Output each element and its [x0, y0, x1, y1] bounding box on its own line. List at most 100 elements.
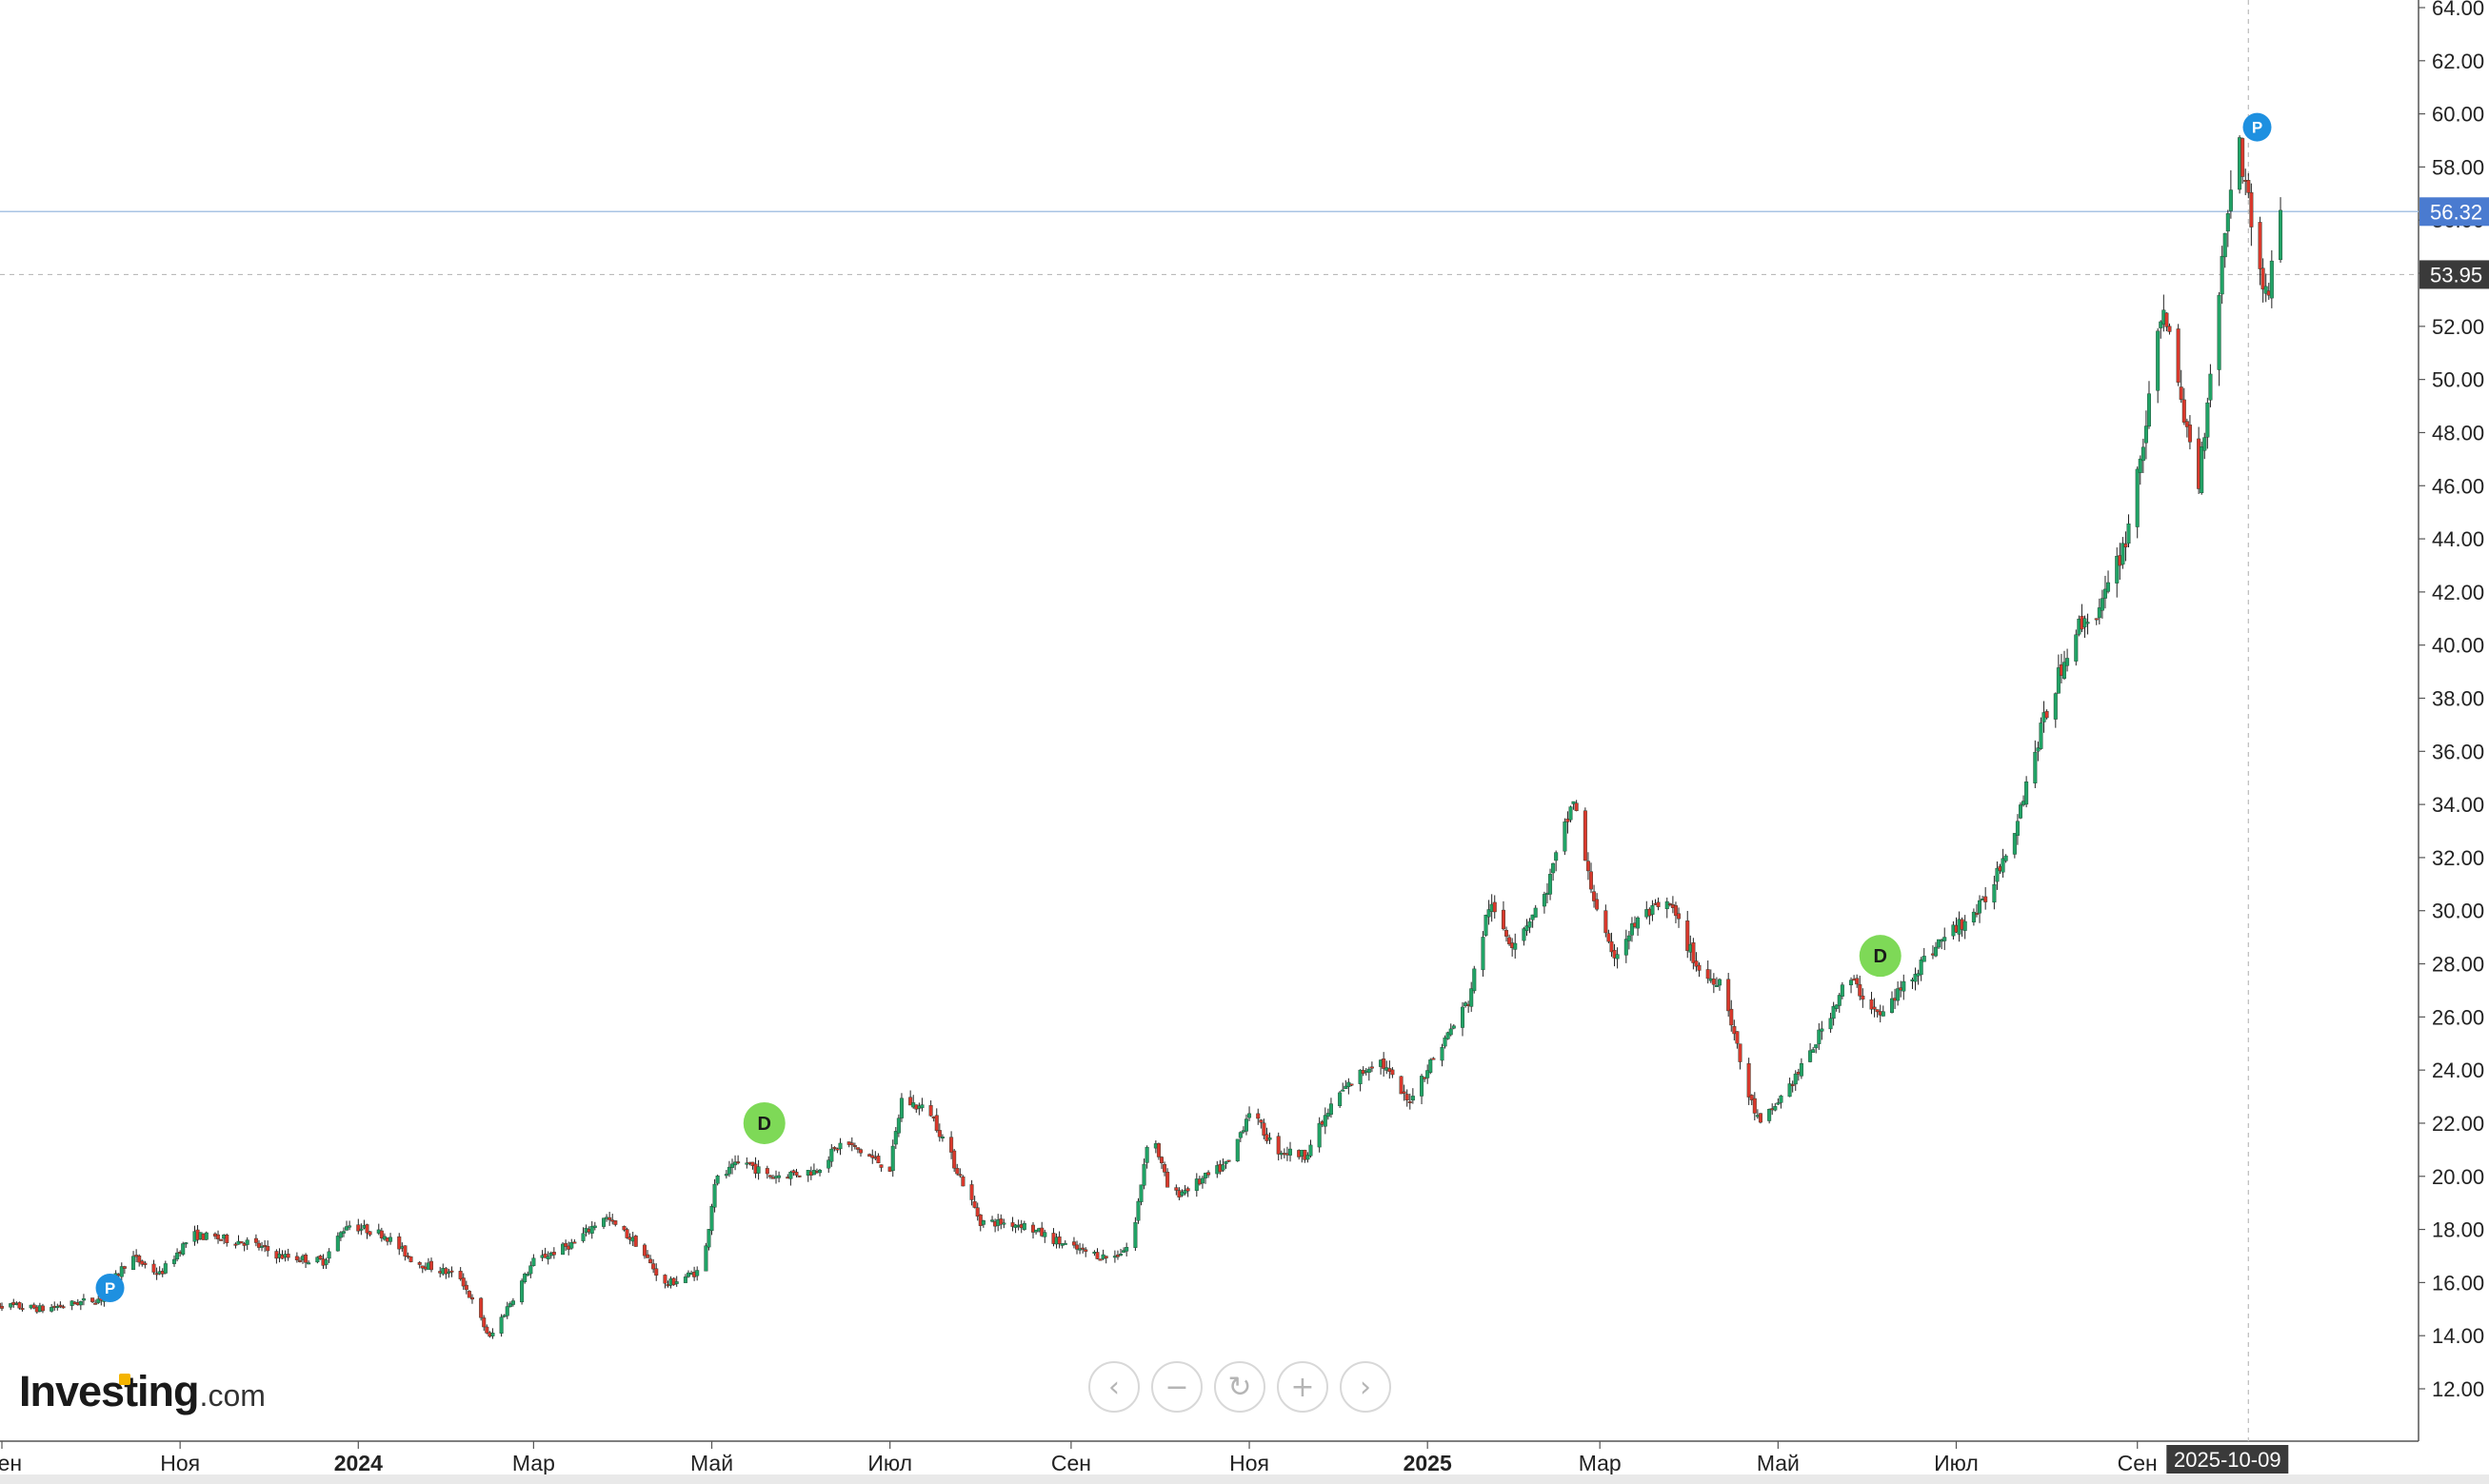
candle — [1346, 1078, 1351, 1095]
candle — [683, 1274, 687, 1283]
candle-body — [1626, 935, 1631, 941]
candle-body — [794, 1171, 799, 1176]
bottom-scrollbar-track[interactable] — [0, 1474, 2489, 1484]
candle — [239, 1241, 244, 1244]
candle-body — [40, 1305, 45, 1312]
candle-body — [1022, 1223, 1026, 1230]
candle-body — [1358, 1069, 1363, 1084]
candle — [1869, 991, 1874, 1015]
candle-body — [359, 1228, 364, 1231]
candle-body — [2106, 582, 2111, 592]
candle — [356, 1218, 361, 1235]
candle — [1428, 1058, 1433, 1075]
candle-body — [928, 1105, 933, 1117]
candle-body — [1057, 1237, 1062, 1244]
x-tick-label: Сен — [0, 1451, 22, 1475]
candle — [1305, 1152, 1310, 1163]
candle — [1145, 1145, 1149, 1169]
candle — [1858, 976, 1862, 1000]
candle — [990, 1216, 995, 1223]
candle-body — [502, 1315, 507, 1317]
y-tick-label: 20.00 — [2432, 1165, 2484, 1189]
candle — [256, 1239, 261, 1251]
dividend-marker[interactable]: D — [1859, 935, 1902, 978]
candle-body — [122, 1266, 127, 1269]
scroll-right-button[interactable]: › — [1340, 1361, 1391, 1413]
candle-body — [999, 1218, 1004, 1225]
candle — [2135, 466, 2140, 539]
candle — [777, 1171, 782, 1183]
candle — [1492, 895, 1497, 920]
candle-body — [2164, 312, 2169, 327]
candle-body — [1834, 1004, 1839, 1009]
candle-body — [365, 1224, 369, 1234]
candle-body — [1238, 1132, 1243, 1138]
candle — [2123, 531, 2128, 562]
candle-body — [899, 1098, 904, 1118]
candle-body — [528, 1265, 533, 1275]
candle-body — [93, 1302, 98, 1305]
candle — [1656, 897, 1661, 911]
candle-body — [1913, 974, 1918, 982]
candle-body — [1790, 1084, 1795, 1086]
current-price-badge-bg — [2419, 197, 2489, 227]
x-tick-label: Ноя — [1229, 1451, 1269, 1475]
candle — [686, 1270, 690, 1278]
candle-body — [1694, 960, 1699, 967]
candle-body — [2123, 544, 2128, 548]
candle-body — [2097, 607, 2101, 619]
chevron-right-icon: › — [1360, 1370, 1371, 1404]
candle — [286, 1248, 290, 1261]
event-marker[interactable]: P — [95, 1273, 125, 1302]
event-marker[interactable]: P — [2242, 112, 2272, 142]
y-tick-label: 42.00 — [2432, 581, 2484, 604]
candle-body — [1542, 894, 1546, 907]
candle-body — [1732, 1026, 1737, 1035]
candle-body — [297, 1259, 302, 1262]
candle-body — [1814, 1044, 1819, 1049]
candle — [1226, 1159, 1231, 1162]
candle-body — [379, 1230, 384, 1238]
candle — [1404, 1089, 1409, 1107]
candle-body — [730, 1163, 735, 1168]
candle — [469, 1294, 474, 1304]
x-tick-label: Ноя — [160, 1451, 200, 1475]
candle — [341, 1227, 346, 1237]
candle-body — [1685, 920, 1690, 951]
candle-body — [1971, 911, 1976, 922]
candle-body — [531, 1257, 536, 1266]
x-tick-label: 2024 — [334, 1451, 383, 1475]
candle — [1407, 1093, 1412, 1110]
candle-body — [2018, 804, 2022, 819]
candle-body — [482, 1317, 487, 1328]
candle — [835, 1147, 840, 1154]
dividend-marker[interactable]: D — [743, 1101, 786, 1144]
candle-body — [2222, 232, 2227, 258]
candle-body — [2208, 373, 2213, 401]
candle — [879, 1164, 884, 1172]
candle-body — [140, 1260, 145, 1265]
candle-body — [2240, 138, 2245, 177]
scroll-left-button[interactable]: ‹ — [1088, 1361, 1140, 1413]
candle — [648, 1255, 653, 1264]
candle — [1861, 988, 1865, 1008]
candle-body — [1881, 1011, 1885, 1017]
candle — [949, 1131, 954, 1159]
zoom-in-button[interactable]: + — [1277, 1361, 1328, 1413]
candle-body — [777, 1175, 782, 1178]
candle — [90, 1297, 95, 1304]
candle — [581, 1227, 586, 1243]
candle — [695, 1266, 700, 1281]
candle-body — [90, 1297, 95, 1302]
candle — [1522, 926, 1526, 946]
candle — [1790, 1080, 1795, 1093]
reset-button[interactable]: ↻ — [1214, 1361, 1265, 1413]
candle — [1399, 1076, 1404, 1095]
candle-body — [119, 1266, 124, 1277]
candle — [642, 1243, 647, 1259]
candle-body — [50, 1307, 54, 1312]
zoom-out-button[interactable]: − — [1151, 1361, 1203, 1413]
candle-body — [1501, 909, 1505, 930]
